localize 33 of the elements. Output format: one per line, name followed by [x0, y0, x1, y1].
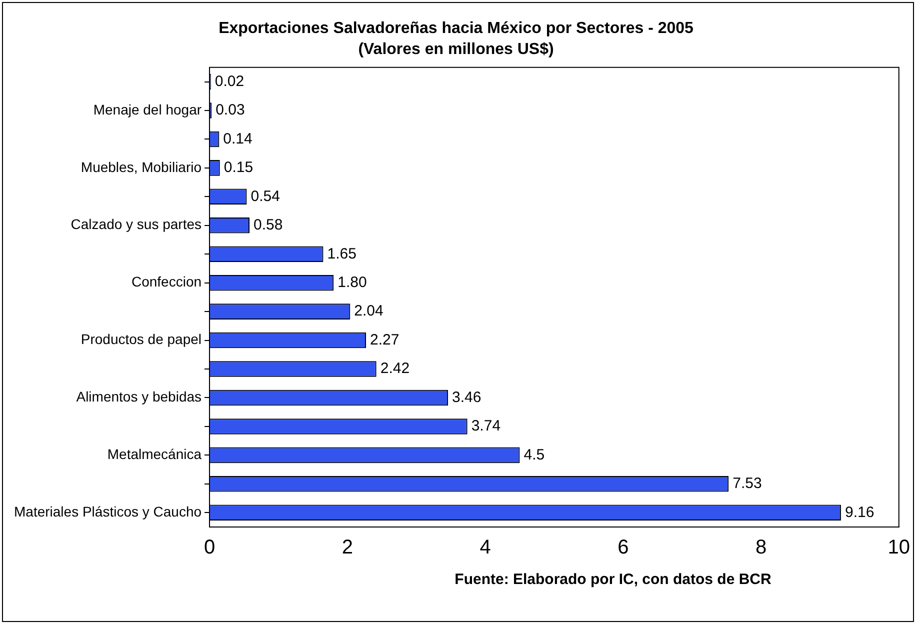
- x-tick-label: 0: [204, 536, 216, 559]
- data-label: 0.15: [224, 159, 254, 176]
- y-tick-label: Alimentos y bebidas: [76, 388, 202, 405]
- data-label: 0.03: [216, 102, 245, 119]
- data-label: 2.42: [380, 360, 410, 378]
- y-tick-label: Confeccion: [131, 274, 202, 290]
- data-label: 0.02: [214, 72, 244, 90]
- data-label: 4.5: [524, 446, 545, 464]
- data-label: 0.54: [250, 188, 280, 205]
- y-tick-label: Menaje del hogar: [93, 101, 202, 118]
- x-tick-label: 2: [342, 536, 353, 559]
- x-tick-label: 10: [888, 536, 910, 559]
- data-label: 2.27: [370, 331, 400, 348]
- y-tick-label: Calzado y sus partes: [70, 216, 202, 232]
- data-label: 1.65: [327, 245, 356, 262]
- data-label: 7.53: [732, 475, 762, 492]
- x-tick-label: 4: [480, 536, 491, 559]
- y-tick-label: Muebles, Mobiliario: [80, 158, 202, 175]
- y-tick-label: Metalmecánica: [107, 446, 202, 462]
- data-label: 3.46: [452, 388, 482, 406]
- x-tick-label: 8: [755, 536, 767, 559]
- chart-title: Exportaciones Salvadoreñas hacia México por Sectores - 2005: [218, 20, 694, 38]
- data-label: 1.80: [338, 274, 367, 291]
- data-label: 0.58: [254, 216, 283, 234]
- data-label: 9.16: [844, 504, 874, 521]
- y-tick-label: Materiales Plásticos y Caucho: [14, 503, 202, 520]
- data-label: 0.14: [223, 130, 252, 148]
- chart-subtitle: (Valores en millones US$): [358, 41, 554, 58]
- x-tick-label: 6: [618, 536, 629, 559]
- y-tick-label: Productos de papel: [80, 331, 202, 348]
- data-label: 2.04: [354, 302, 384, 320]
- data-label: 3.74: [471, 418, 501, 435]
- source-note: Fuente: Elaborado por IC, con datos de BCR: [454, 571, 772, 588]
